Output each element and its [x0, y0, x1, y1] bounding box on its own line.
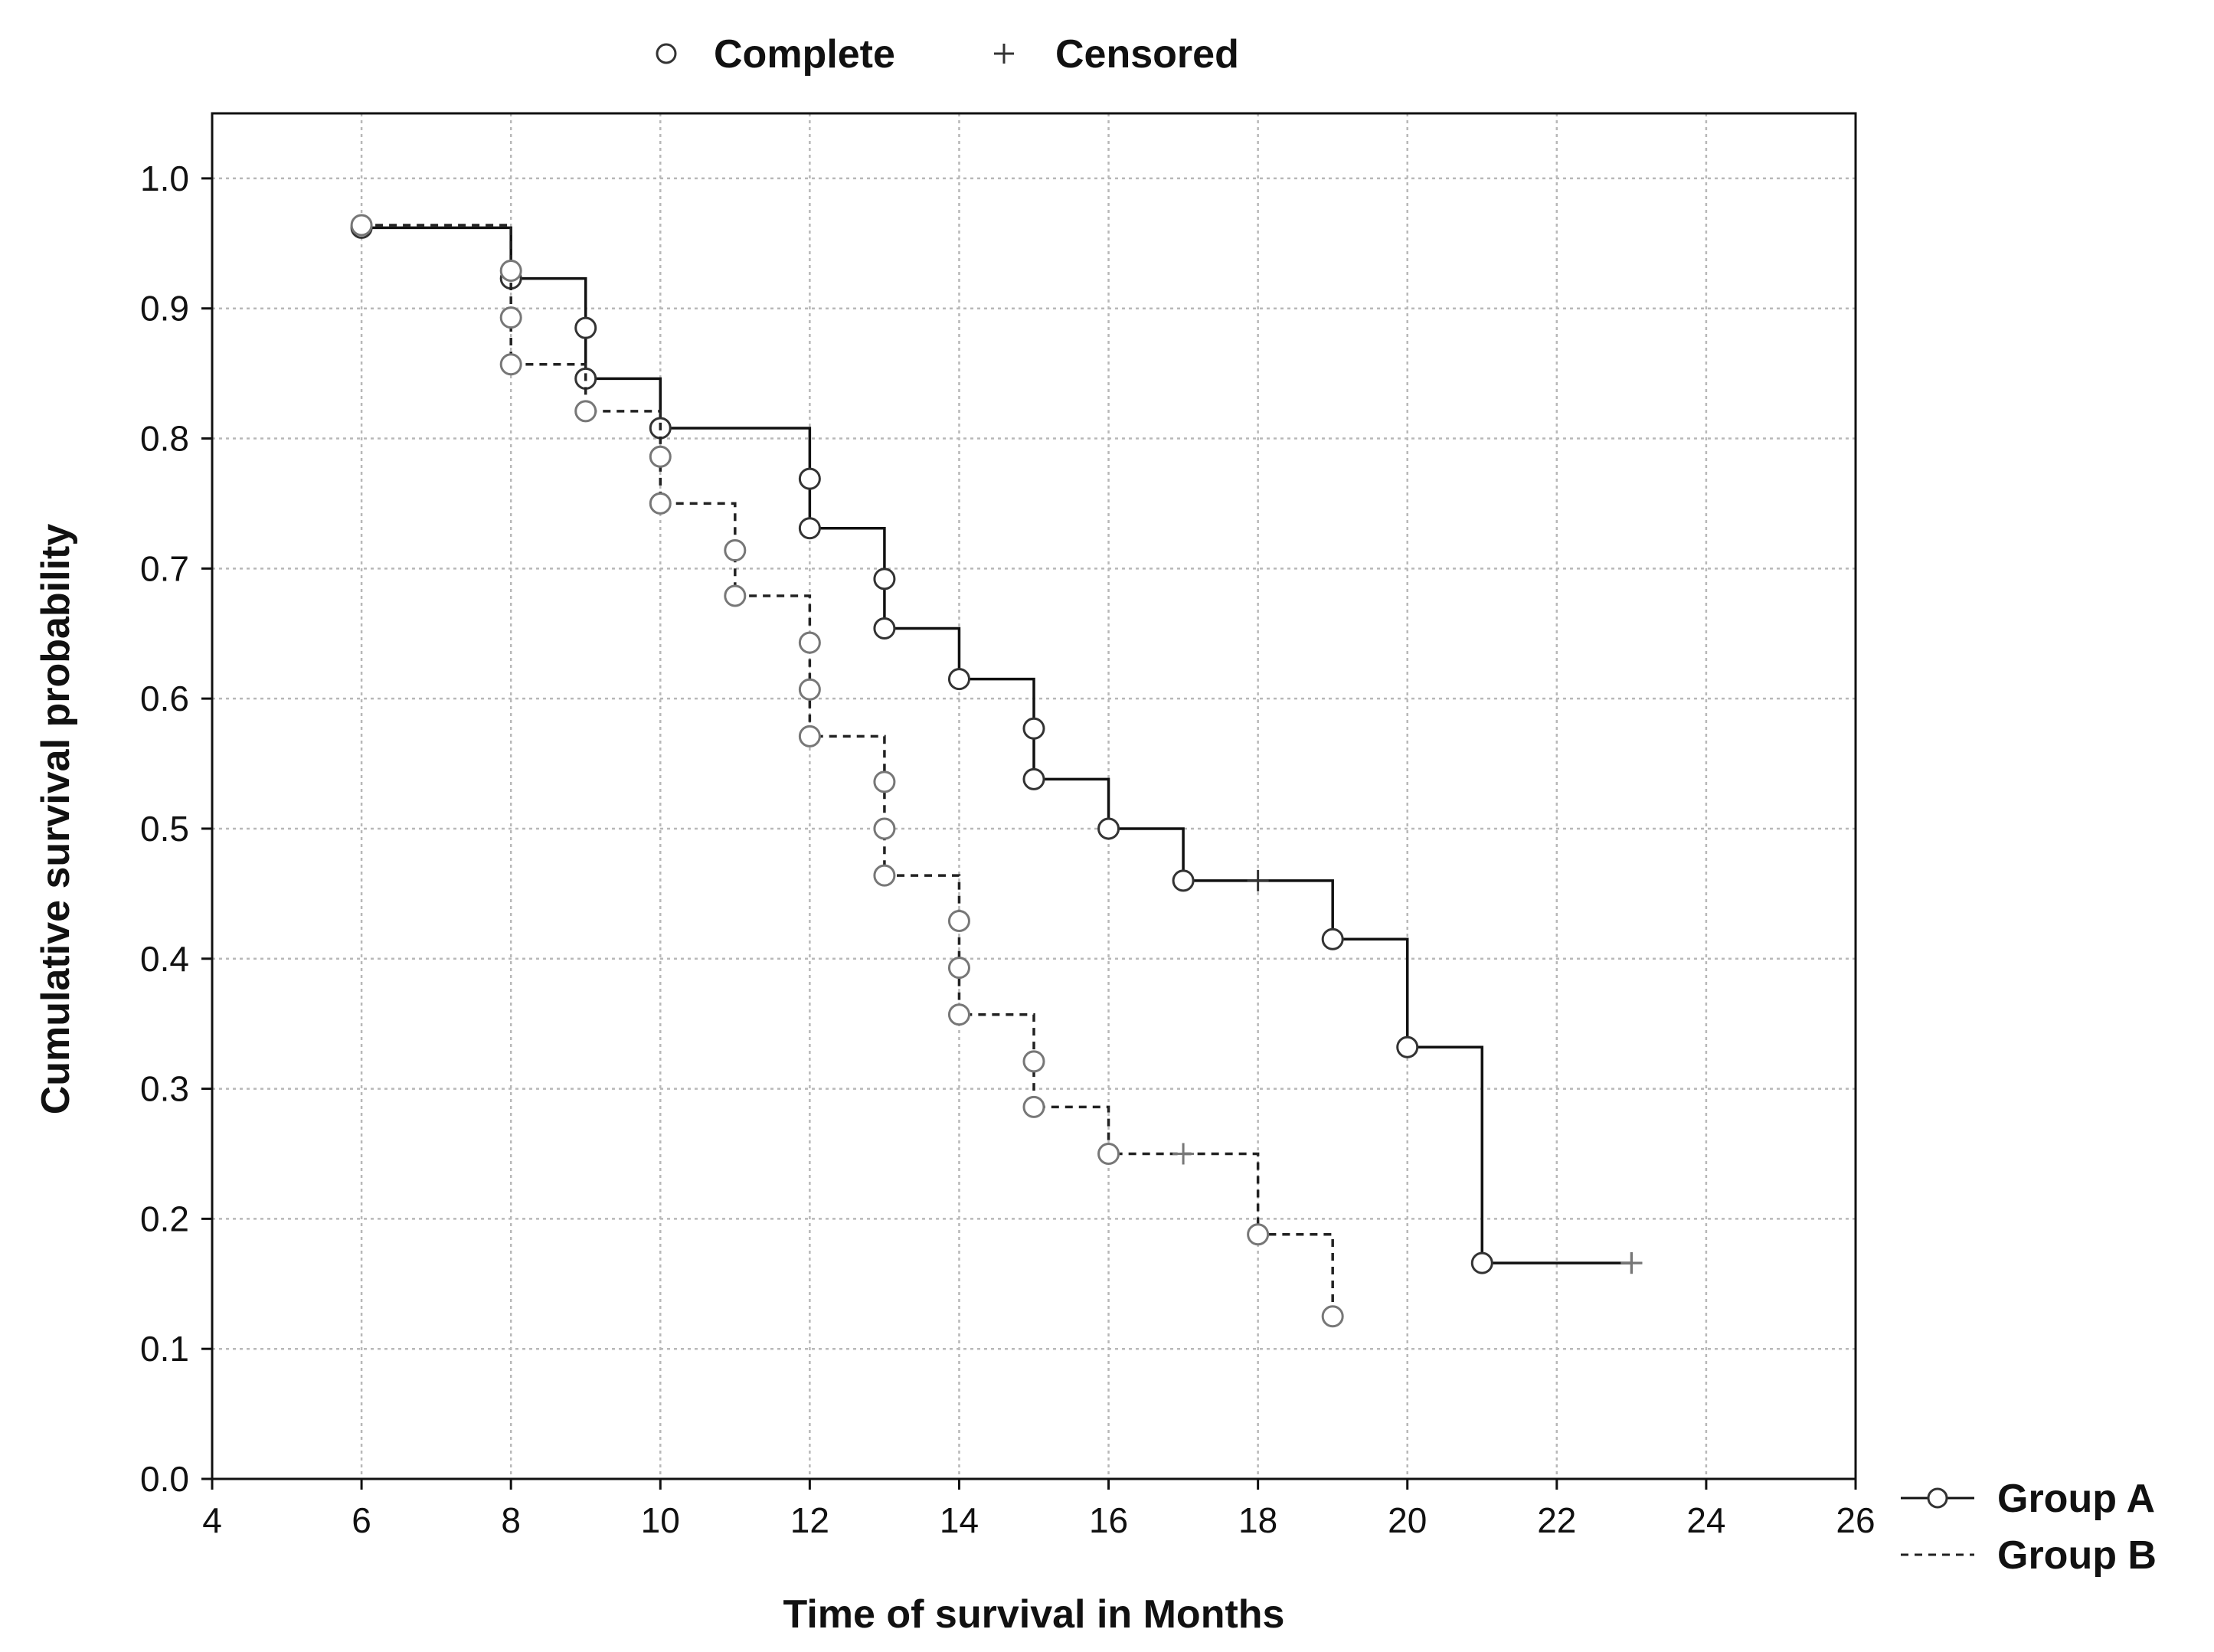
legend-censored-label: Censored: [1055, 32, 1239, 77]
censored-marker-icon: [994, 44, 1014, 64]
group-b-legend-label: Group B: [1997, 1533, 2157, 1578]
x-tick-label: 24: [1686, 1500, 1725, 1540]
complete-point: [947, 957, 970, 980]
complete-point: [947, 668, 970, 691]
y-tick-label: 0.8: [140, 419, 189, 459]
plot-frame: [211, 112, 1857, 1480]
complete-point: [798, 725, 821, 747]
group-a-series: [350, 216, 1643, 1274]
y-tick-label: 0.3: [140, 1069, 189, 1109]
complete-point: [574, 316, 597, 339]
complete-point: [947, 1003, 970, 1026]
x-axis-title: Time of survival in Months: [783, 1592, 1285, 1637]
complete-point: [1022, 767, 1045, 790]
complete-point: [798, 517, 821, 540]
complete-point: [574, 400, 597, 423]
censored-point: [1247, 869, 1269, 891]
complete-point: [724, 584, 747, 607]
x-tick-label: 20: [1388, 1500, 1427, 1540]
complete-point: [499, 353, 522, 376]
x-tick-label: 18: [1238, 1500, 1277, 1540]
y-tick-label: 0.1: [140, 1329, 189, 1369]
censored-point: [1172, 1143, 1195, 1165]
complete-point: [499, 259, 522, 282]
x-tick-label: 10: [641, 1500, 680, 1540]
complete-point: [1470, 1251, 1493, 1274]
complete-point: [873, 864, 896, 887]
complete-point: [1396, 1035, 1419, 1058]
series-legend: Group A Group B: [1901, 1477, 2157, 1578]
y-tick-label: 0.4: [140, 939, 189, 979]
complete-point: [1321, 1305, 1344, 1328]
x-tick-label: 6: [352, 1500, 371, 1540]
y-axis-title: Cumulative survival probability: [34, 524, 78, 1115]
group-a-legend-label: Group A: [1997, 1477, 2155, 1521]
complete-point: [1097, 1142, 1120, 1165]
y-tick-label: 0.7: [140, 548, 189, 588]
complete-point: [1022, 717, 1045, 740]
complete-point: [1247, 1223, 1270, 1246]
complete-point: [798, 631, 821, 654]
complete-point: [724, 539, 747, 562]
group-a-legend-marker: [1927, 1487, 1948, 1509]
complete-point: [798, 467, 821, 490]
complete-point: [1172, 869, 1195, 892]
complete-point: [499, 306, 522, 329]
complete-point: [649, 492, 672, 515]
y-tick-label: 0.0: [140, 1459, 189, 1499]
x-tick-label: 8: [501, 1500, 521, 1540]
complete-point: [1321, 927, 1344, 950]
x-tick-label: 14: [940, 1500, 979, 1540]
y-tick-label: 0.9: [140, 289, 189, 329]
complete-point: [798, 678, 821, 701]
y-tick-label: 0.5: [140, 809, 189, 849]
y-tick-label: 0.6: [140, 679, 189, 718]
series-layer: [350, 214, 1643, 1328]
complete-point: [873, 617, 896, 640]
group-b-series: [350, 214, 1643, 1328]
complete-point: [873, 568, 896, 590]
complete-point: [873, 770, 896, 793]
complete-point: [1097, 817, 1120, 840]
complete-point: [873, 817, 896, 840]
x-tick-label: 4: [202, 1500, 222, 1540]
group-b-step-line: [361, 224, 1334, 1317]
axis-ticks: 4 6 8 10 12 14 16 18 20 22 24 26 0.0 0.1 0.2 0.3 0.4 0.5 0…: [140, 159, 1876, 1540]
x-tick-label: 22: [1537, 1500, 1576, 1540]
censored-point: [1620, 1252, 1643, 1274]
x-tick-label: 26: [1836, 1500, 1875, 1540]
x-tick-label: 16: [1089, 1500, 1128, 1540]
complete-point: [1022, 1050, 1045, 1073]
y-tick-label: 0.2: [140, 1199, 189, 1238]
complete-point: [947, 910, 970, 933]
complete-point: [350, 214, 373, 237]
marker-legend: Complete Censored: [656, 32, 1239, 77]
legend-complete-label: Complete: [714, 32, 895, 77]
y-tick-label: 1.0: [140, 159, 189, 198]
complete-point: [1022, 1095, 1045, 1118]
complete-marker-icon: [656, 43, 677, 64]
x-tick-label: 12: [790, 1500, 829, 1540]
complete-point: [649, 445, 672, 468]
group-a-step-line: [361, 226, 1632, 1264]
